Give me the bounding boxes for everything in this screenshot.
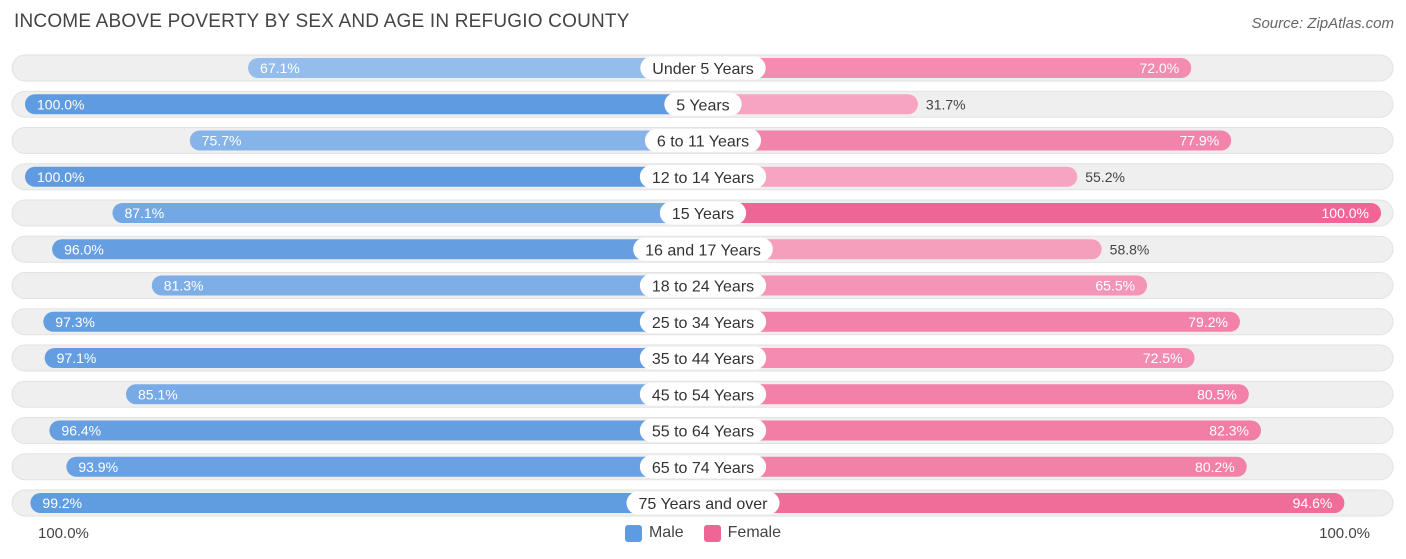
category-pill — [639, 346, 767, 370]
male-value-label: 67.1% — [260, 60, 300, 76]
category-label: Under 5 Years — [652, 61, 753, 78]
male-bar — [112, 203, 704, 223]
female-bar — [703, 493, 1345, 513]
female-value-label: 80.5% — [1197, 386, 1237, 402]
female-bar — [703, 420, 1261, 441]
male-bar — [248, 58, 703, 78]
male-value-label: 81.3% — [164, 278, 204, 294]
legend-item-male[interactable]: Male — [624, 524, 684, 542]
male-value-label: 96.0% — [64, 241, 104, 257]
male-bar — [52, 239, 704, 260]
chart-area: 67.1% 72.0% Under 5 Years 100.0% 31.7% 5 Year… — [11, 54, 1394, 517]
category-pill — [664, 92, 742, 116]
legend: Male Female — [0, 524, 1406, 542]
female-value-label: 72.5% — [1143, 350, 1183, 366]
female-value-label: 80.2% — [1195, 459, 1235, 475]
category-pill — [639, 310, 767, 334]
male-bar — [126, 384, 704, 405]
legend-label-male: Male — [648, 524, 684, 541]
category-label: 18 to 24 Years — [652, 279, 754, 296]
category-label: 55 to 64 Years — [652, 424, 754, 441]
category-pill — [639, 274, 767, 297]
category-pill — [644, 129, 762, 152]
category-label: 65 to 74 Years — [652, 460, 754, 477]
category-pill — [659, 201, 747, 225]
male-bar — [25, 94, 703, 115]
male-bar — [43, 311, 703, 332]
category-label: 5 Years — [676, 97, 729, 114]
category-pill — [639, 455, 767, 479]
female-value-label: 100.0% — [1322, 205, 1369, 221]
category-pill — [639, 419, 767, 442]
female-value-label: 94.6% — [1293, 495, 1333, 511]
female-value-label: 72.0% — [1139, 60, 1179, 76]
female-value-label: 77.9% — [1179, 133, 1219, 149]
female-bar — [703, 456, 1247, 477]
category-pill — [639, 382, 767, 406]
male-bar — [44, 348, 704, 368]
male-bar — [151, 275, 703, 296]
category-label: 15 Years — [672, 206, 734, 223]
female-bar — [703, 130, 1232, 151]
female-bar — [703, 58, 1192, 78]
male-bar — [49, 420, 703, 441]
male-bar — [25, 166, 703, 187]
male-value-label: 100.0% — [37, 96, 84, 112]
female-value-label: 31.7% — [926, 96, 966, 112]
male-bar — [189, 130, 703, 151]
category-pill — [640, 56, 766, 80]
female-value-label: 82.3% — [1209, 423, 1249, 439]
male-value-label: 96.4% — [61, 423, 101, 439]
male-value-label: 93.9% — [78, 459, 118, 475]
category-label: 35 to 44 Years — [652, 351, 754, 368]
legend-swatch-female — [703, 524, 721, 542]
category-label: 6 to 11 Years — [657, 134, 749, 151]
category-label: 75 Years and over — [639, 496, 769, 513]
axis-left-label: 100.0% — [38, 525, 89, 542]
category-pill — [626, 491, 780, 515]
female-value-label: 65.5% — [1095, 278, 1135, 294]
legend-label-female: Female — [727, 524, 782, 541]
source-label: Source: ZipAtlas.com — [1251, 15, 1394, 32]
male-value-label: 75.7% — [202, 133, 242, 149]
male-bar — [30, 493, 703, 513]
category-label: 25 to 34 Years — [652, 315, 754, 332]
female-bar — [703, 275, 1148, 296]
male-value-label: 87.1% — [124, 205, 164, 221]
female-value-label: 79.2% — [1188, 314, 1228, 330]
male-value-label: 97.3% — [55, 314, 95, 330]
female-bar — [703, 166, 1078, 187]
male-bar — [66, 456, 703, 477]
category-pill — [639, 165, 767, 189]
female-bar — [703, 311, 1240, 332]
male-value-label: 100.0% — [37, 169, 84, 185]
female-value-label: 55.2% — [1085, 169, 1125, 185]
female-bar — [703, 348, 1195, 368]
male-value-label: 99.2% — [42, 495, 82, 511]
category-label: 12 to 14 Years — [652, 170, 754, 187]
category-label: 45 to 54 Years — [652, 387, 754, 404]
male-value-label: 97.1% — [57, 350, 97, 366]
legend-swatch-male — [624, 524, 642, 542]
axis-right-label: 100.0% — [1319, 525, 1370, 542]
female-bar — [703, 203, 1381, 223]
male-value-label: 85.1% — [138, 386, 178, 402]
female-value-label: 58.8% — [1110, 241, 1150, 257]
legend-item-female[interactable]: Female — [703, 524, 782, 542]
female-bar — [703, 94, 918, 115]
category-label: 16 and 17 Years — [645, 242, 761, 259]
category-pill — [633, 237, 773, 261]
chart-title: INCOME ABOVE POVERTY BY SEX AND AGE IN R… — [14, 11, 630, 32]
female-bar — [703, 384, 1249, 405]
female-bar — [703, 239, 1102, 260]
